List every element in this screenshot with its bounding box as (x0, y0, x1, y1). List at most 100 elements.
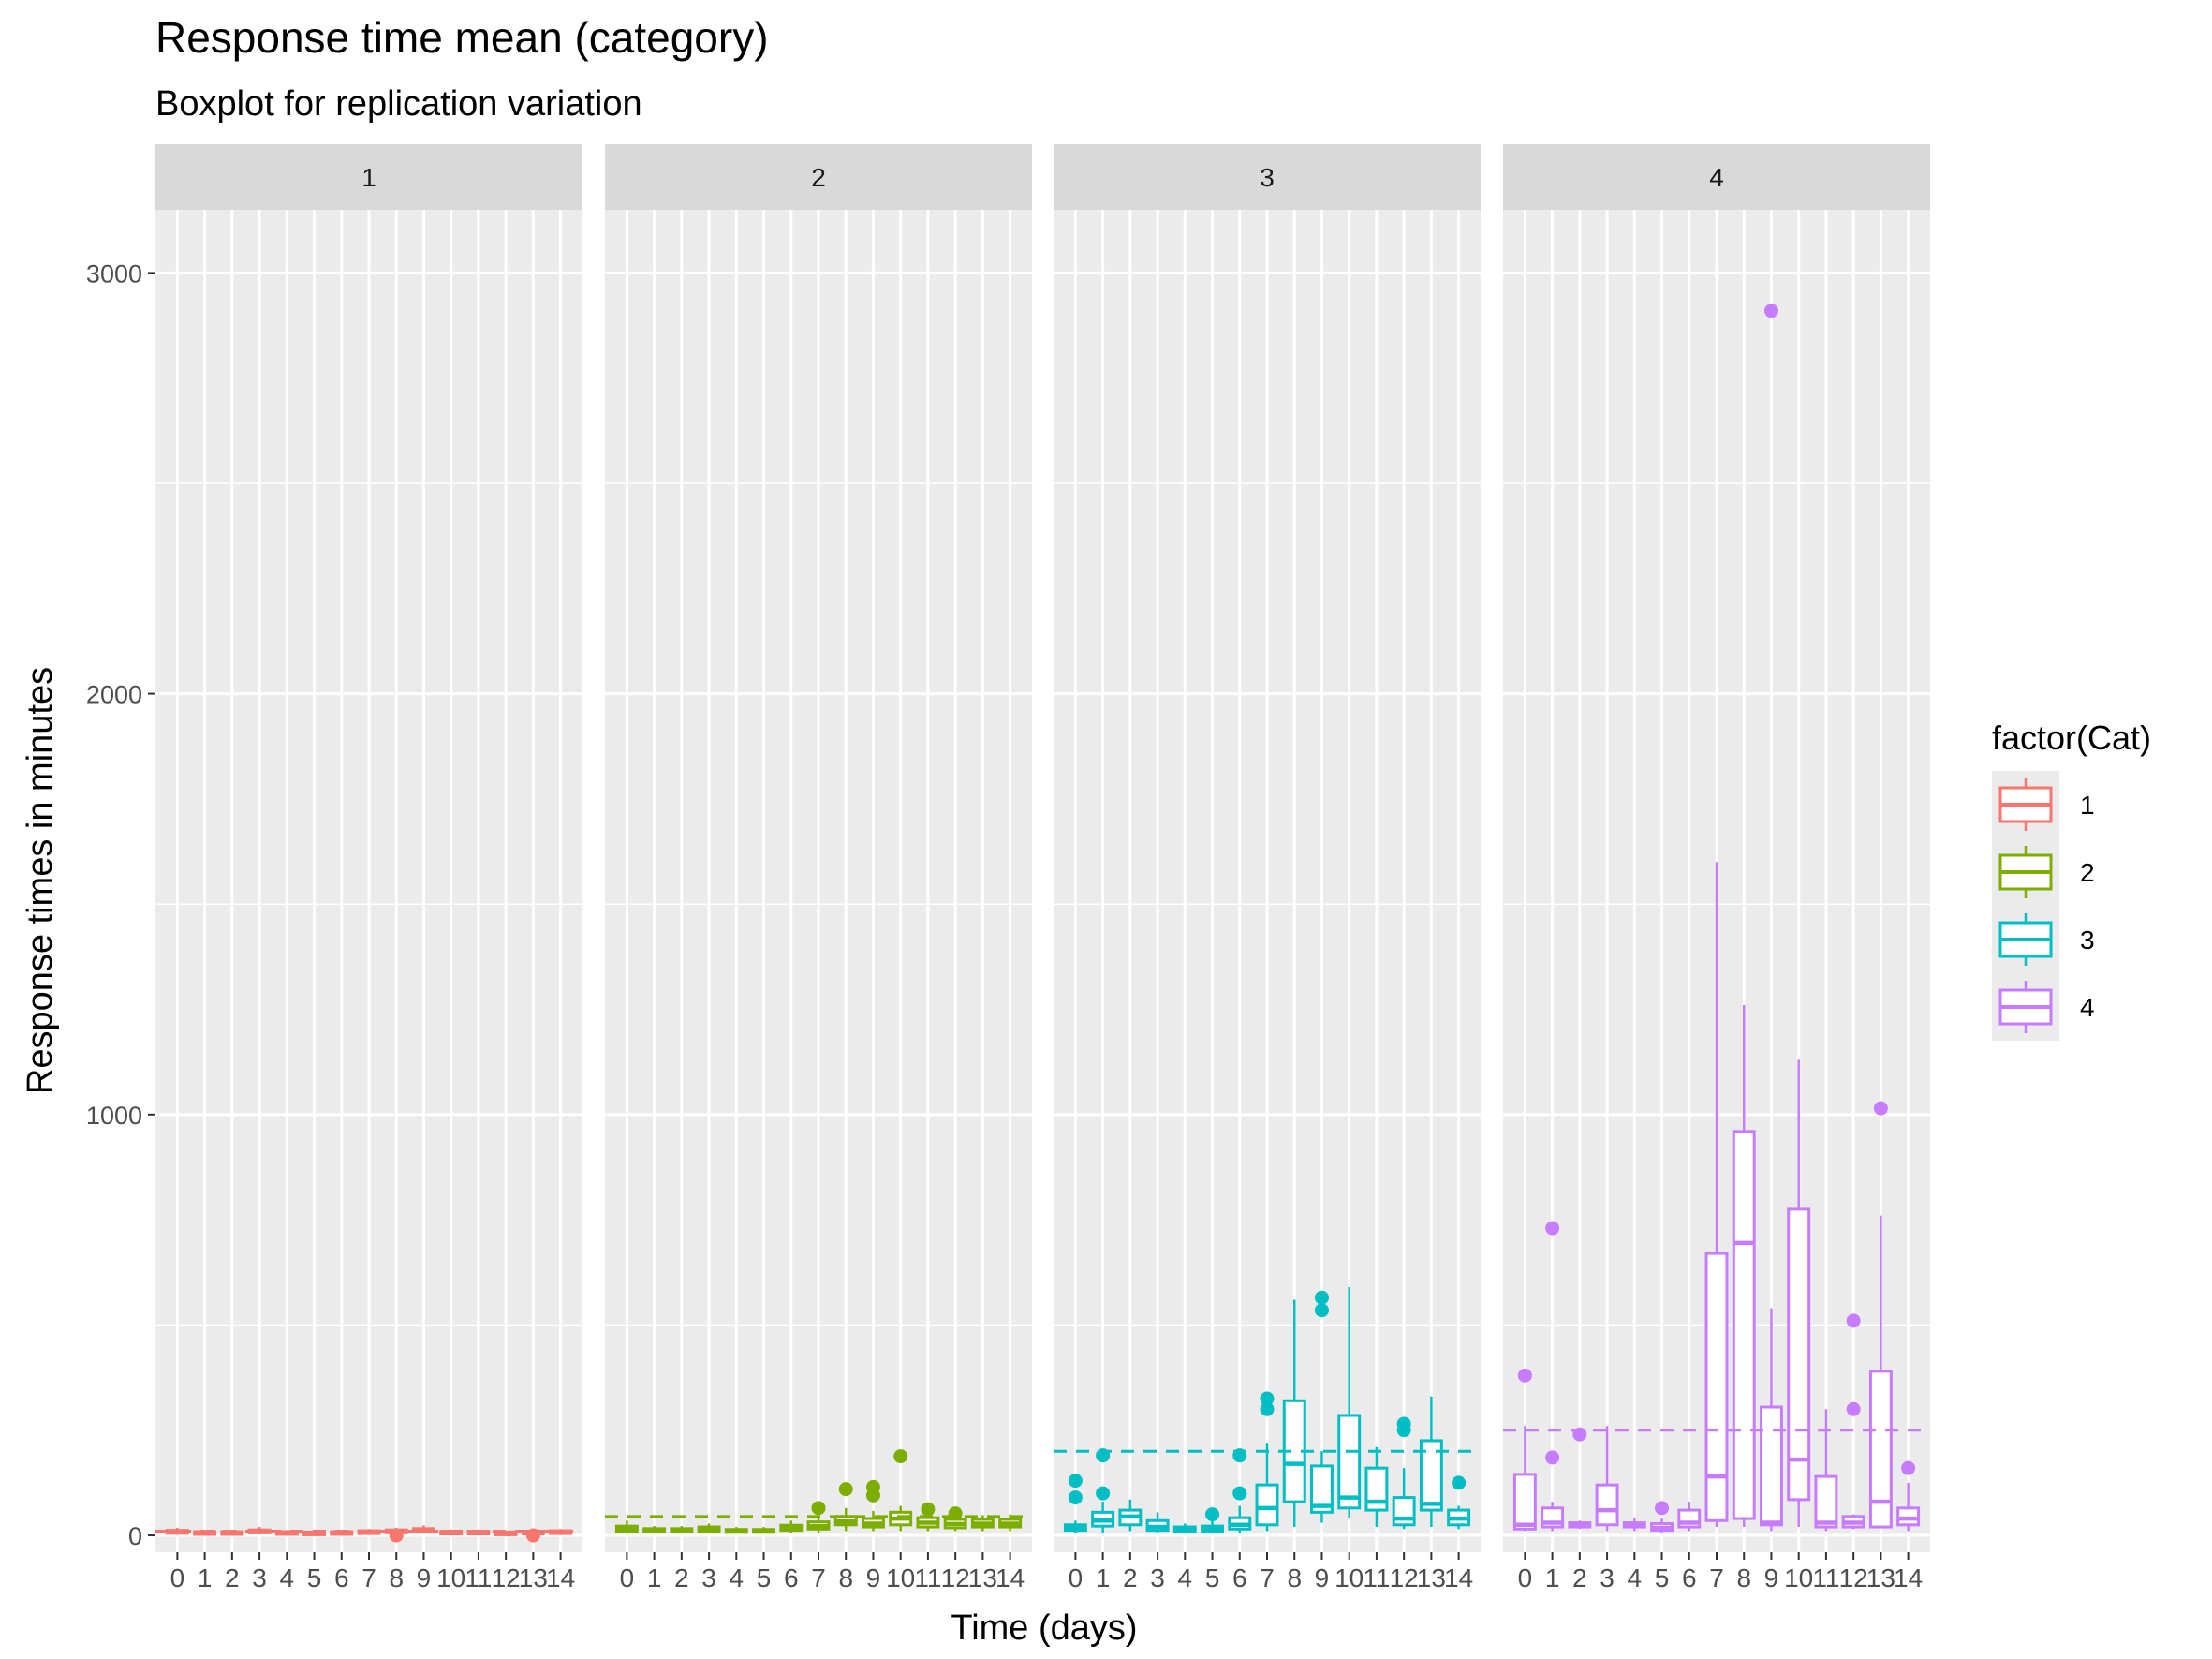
x-tick-label: 2 (674, 1563, 689, 1592)
x-tick-label: 10 (436, 1563, 465, 1592)
x-tick-label: 3 (1150, 1563, 1165, 1592)
legend-item-4: 4 (1992, 973, 2095, 1041)
x-tick-label: 10 (1784, 1563, 1813, 1592)
legend: factor(Cat) 1 2 3 4 (1992, 718, 2151, 1041)
box-cat2-day13 (970, 1515, 995, 1532)
x-tick-label: 10 (1335, 1563, 1364, 1592)
x-tick-label: 9 (866, 1563, 881, 1592)
box-iqr (1787, 1207, 1811, 1502)
x-tick-label: 13 (968, 1563, 997, 1592)
box-cat3-day9 (1310, 1290, 1334, 1523)
x-tick-label: 7 (811, 1563, 826, 1592)
box-cat4-day5 (1650, 1501, 1674, 1533)
outlier-point (1232, 1486, 1247, 1501)
box-cat3-day7 (1255, 1391, 1279, 1532)
x-tick-label: 14 (546, 1563, 575, 1592)
strip-background (605, 144, 1032, 210)
box-iqr (1512, 1473, 1537, 1531)
outlier-point (525, 1528, 540, 1543)
outlier-point (811, 1501, 826, 1516)
box-cat2-day6 (779, 1520, 804, 1533)
x-tick-label: 7 (361, 1563, 376, 1592)
outlier-point (1314, 1303, 1329, 1318)
box-iqr (1392, 1496, 1416, 1527)
chart-title: Response time mean (category) (155, 13, 769, 62)
x-tick-label: 3 (252, 1563, 267, 1592)
box-cat3-day3 (1145, 1512, 1170, 1533)
x-tick-label: 14 (995, 1563, 1025, 1592)
box-cat4-day7 (1704, 862, 1729, 1528)
box-iqr (1732, 1130, 1756, 1520)
box-iqr (1704, 1252, 1729, 1522)
outlier-point (893, 1449, 908, 1464)
box-cat3-day11 (1364, 1446, 1389, 1528)
x-tick-label: 12 (941, 1563, 970, 1592)
outlier-point (1846, 1313, 1861, 1328)
x-tick-label: 5 (757, 1563, 772, 1592)
x-tick-label: 4 (1628, 1563, 1643, 1592)
x-tick-label: 1 (198, 1563, 213, 1592)
x-tick-label: 2 (1572, 1563, 1587, 1592)
box-cat2-day2 (670, 1526, 694, 1533)
box-cat2-day3 (697, 1523, 721, 1533)
x-tick-label: 0 (170, 1563, 185, 1592)
outlier-point (1260, 1391, 1275, 1406)
box-cat4-day0 (1512, 1368, 1537, 1532)
outlier-point (865, 1479, 880, 1494)
box-iqr (1310, 1464, 1334, 1514)
outlier-point (1314, 1290, 1329, 1305)
outlier-point (1096, 1486, 1111, 1501)
strip-background (155, 144, 582, 210)
y-axis: 0 1000 2000 3000 (86, 259, 155, 1550)
box-iqr (1255, 1483, 1279, 1527)
box-cat3-day13 (1419, 1396, 1443, 1528)
box-cat4-day14 (1896, 1460, 1921, 1532)
outlier-point (1545, 1221, 1560, 1236)
x-tick-label: 8 (1287, 1563, 1302, 1592)
outlier-point (1517, 1368, 1532, 1383)
x-tick-label: 4 (1178, 1563, 1193, 1592)
x-tick-label: 12 (492, 1563, 521, 1592)
outlier-point (1068, 1490, 1083, 1505)
outlier-point (1452, 1475, 1467, 1490)
box-cat2-day7 (806, 1501, 831, 1533)
legend-label: 4 (2080, 993, 2095, 1022)
box-cat4-day1 (1541, 1221, 1565, 1532)
x-tick-label: 9 (1315, 1563, 1330, 1592)
x-tick-label: 5 (1655, 1563, 1670, 1592)
x-tick-label: 2 (1123, 1563, 1138, 1592)
box-iqr (1868, 1370, 1893, 1529)
legend-item-3: 3 (1992, 906, 2095, 973)
outlier-point (1901, 1460, 1916, 1475)
x-tick-label: 3 (701, 1563, 716, 1592)
y-tick-label: 2000 (86, 681, 142, 709)
box-iqr (1760, 1405, 1783, 1527)
x-tick-label: 6 (1682, 1563, 1697, 1592)
box-iqr (1595, 1483, 1619, 1527)
x-tick-label: 0 (620, 1563, 635, 1592)
box-iqr (1814, 1474, 1838, 1529)
x-axis-title: Time (days) (951, 1608, 1137, 1648)
x-tick-label: 4 (730, 1563, 745, 1592)
x-tick-label: 12 (1839, 1563, 1868, 1592)
outlier-point (1260, 1401, 1275, 1416)
x-tick-label: 10 (886, 1563, 915, 1592)
x-tick-label: 11 (465, 1563, 492, 1592)
box-cat4-day11 (1814, 1409, 1838, 1532)
outlier-point (948, 1506, 963, 1521)
chart-subtitle: Boxplot for replication variation (155, 84, 642, 124)
x-tick-label: 1 (1545, 1563, 1560, 1592)
box-cat2-day10 (889, 1449, 913, 1532)
y-axis-title: Response times in minutes (21, 667, 60, 1094)
outlier-point (1655, 1501, 1670, 1516)
strip-label: 1 (361, 163, 376, 192)
box-cat4-day8 (1732, 1005, 1756, 1528)
box-cat2-day1 (642, 1526, 667, 1533)
x-tick-label: 11 (1363, 1563, 1390, 1592)
outlier-point (1873, 1101, 1888, 1116)
x-tick-label: 14 (1894, 1563, 1923, 1592)
x-tick-label: 6 (334, 1563, 349, 1592)
outlier-point (838, 1482, 853, 1497)
